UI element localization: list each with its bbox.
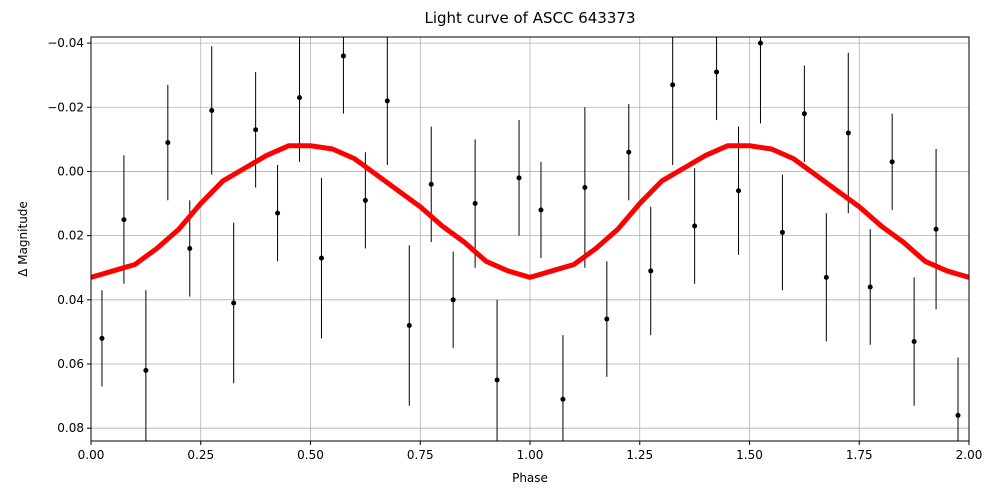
plot-marks — [91, 37, 969, 441]
y-tick-label: 0.04 — [57, 293, 84, 307]
data-point — [889, 159, 895, 165]
data-point — [187, 245, 193, 251]
y-tick-label: 0.02 — [57, 229, 84, 243]
data-point — [757, 40, 763, 46]
data-point — [845, 130, 851, 136]
data-point — [911, 339, 917, 345]
data-point — [143, 367, 149, 373]
y-tick-label: −0.04 — [47, 36, 84, 50]
data-point — [494, 377, 500, 383]
binned-curve — [91, 143, 969, 280]
x-axis-label: Phase — [512, 471, 548, 485]
y-tick-label: −0.02 — [47, 100, 84, 114]
data-point — [121, 217, 127, 223]
x-tick-label: 0.00 — [78, 448, 105, 462]
y-axis-label: Δ Magnitude — [16, 201, 30, 277]
x-tick-label: 1.25 — [626, 448, 653, 462]
x-tick-label: 0.75 — [407, 448, 434, 462]
data-point — [362, 197, 368, 203]
y-tick-label: 0.00 — [57, 164, 84, 178]
data-point — [736, 188, 742, 194]
data-point — [714, 69, 720, 75]
data-point — [933, 226, 939, 232]
data-point — [823, 274, 829, 280]
data-point — [626, 149, 632, 155]
x-tick-label: 1.50 — [736, 448, 763, 462]
data-point — [779, 229, 785, 235]
y-tick-label: 0.08 — [57, 421, 84, 435]
data-point — [582, 184, 588, 190]
data-point — [692, 223, 698, 229]
data-point — [648, 268, 654, 274]
data-point — [801, 111, 807, 117]
data-point — [384, 98, 390, 104]
data-point — [472, 201, 478, 207]
data-point — [165, 140, 171, 146]
plot-frame — [90, 36, 970, 442]
x-tick-label: 2.00 — [956, 448, 983, 462]
data-point — [209, 107, 215, 113]
x-tick-label: 0.25 — [187, 448, 214, 462]
y-tick-label: 0.06 — [57, 357, 84, 371]
data-point — [560, 396, 566, 402]
data-point — [231, 300, 237, 306]
data-point — [538, 207, 544, 213]
data-point — [450, 297, 456, 303]
x-tick-label: 0.50 — [297, 448, 324, 462]
data-point — [955, 412, 961, 418]
x-tick-label: 1.75 — [846, 448, 873, 462]
data-point — [670, 82, 676, 88]
data-point — [340, 53, 346, 59]
x-tick-label: 1.00 — [517, 448, 544, 462]
data-point — [867, 284, 873, 290]
data-point — [275, 210, 281, 216]
data-point — [604, 316, 610, 322]
data-point — [253, 127, 259, 133]
data-point — [297, 95, 303, 101]
data-point — [516, 175, 522, 181]
data-point — [99, 335, 105, 341]
data-point — [428, 181, 434, 187]
data-point — [406, 322, 412, 328]
chart-title: Light curve of ASCC 643373 — [425, 9, 636, 27]
data-point — [318, 255, 324, 261]
